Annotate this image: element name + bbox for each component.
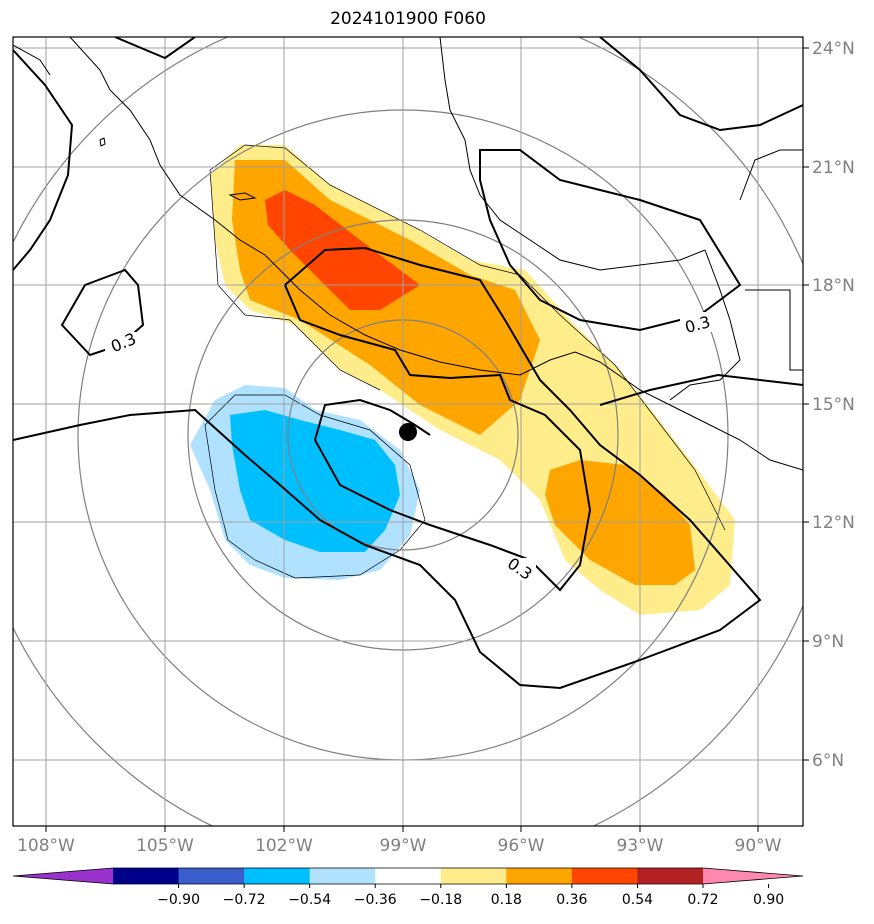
lon-label-102w: 102°W — [255, 836, 313, 856]
colorbar-tick-label: 0.54 — [622, 892, 653, 908]
thick-contour-northwest — [13, 49, 74, 271]
lat-label-15n: 15°N — [812, 395, 855, 415]
graticule — [13, 37, 803, 826]
range-rings — [13, 37, 803, 826]
colorbar-outline — [12, 867, 804, 885]
range-ring-4 — [13, 37, 803, 826]
central-america-coast — [599, 361, 803, 471]
colorbar-segment — [178, 868, 245, 884]
island-1 — [99, 137, 106, 147]
latitude-labels: 24°N 21°N 18°N 15°N 12°N 9°N 6°N — [812, 39, 855, 771]
negative-anomaly-blue-core — [230, 410, 400, 552]
island-2 — [228, 192, 257, 201]
lat-label-18n: 18°N — [812, 276, 855, 296]
thick-contour-inner-loop — [284, 284, 592, 592]
axis-ticks — [45, 47, 809, 832]
coastlines — [13, 37, 803, 471]
thin-contour-outline — [209, 144, 726, 531]
map-title: 2024101900 F060 — [330, 9, 486, 29]
longitude-labels: 108°W 105°W 102°W 99°W 96°W 93°W 90°W — [17, 836, 782, 856]
thick-contour-main-loop — [13, 246, 762, 690]
colorbar-segment — [571, 868, 638, 884]
lon-label-93w: 93°W — [617, 836, 664, 856]
shaded-anomaly-fields — [190, 144, 735, 615]
lon-label-96w: 96°W — [498, 836, 545, 856]
colorbar-tick-label: 0.18 — [491, 892, 522, 908]
thick-contour-north — [114, 37, 196, 60]
colorbar-segment — [309, 868, 376, 884]
lon-label-99w: 99°W — [380, 836, 427, 856]
thick-contour-west-ring — [60, 268, 145, 357]
lat-label-12n: 12°N — [812, 513, 855, 533]
contour-label-group: 0.3 0.3 0.3 — [105, 312, 716, 584]
colorbar-tick-label: 0.36 — [556, 892, 587, 908]
colorbar-extend-max — [703, 868, 803, 884]
baja-tip — [13, 44, 51, 76]
colorbar-segment — [375, 868, 442, 884]
storm-center-marker — [399, 423, 417, 441]
colorbar-segments — [12, 867, 804, 885]
lon-label-105w: 105°W — [136, 836, 194, 856]
colorbar: −0.90 −0.72 −0.54 −0.36 −0.18 0.18 0.36 0.54 0.7… — [12, 867, 804, 908]
colorbar-tick-label: 0.72 — [687, 892, 718, 908]
lat-label-24n: 24°N — [812, 39, 855, 59]
colorbar-segment — [440, 868, 507, 884]
colorbar-segment — [244, 868, 311, 884]
colorbar-tick-label: −0.90 — [157, 892, 200, 908]
colorbar-tick-label: −0.54 — [288, 892, 331, 908]
map-frame — [12, 36, 804, 827]
colorbar-segment — [637, 868, 704, 884]
map-panel: 0.3 0.3 0.3 108°W 105°W 102°W 99°W 96°W — [12, 36, 855, 856]
thick-contour-northeast — [599, 37, 803, 132]
lat-label-6n: 6°N — [812, 751, 844, 771]
mexico-pacific-coast — [69, 37, 601, 376]
colorbar-tick-label: 0.90 — [753, 892, 784, 908]
colorbar-tick-label: −0.18 — [419, 892, 462, 908]
gulf-of-mexico-coast — [439, 37, 741, 401]
colorbar-extend-min — [13, 868, 113, 884]
colorbar-segment — [506, 868, 573, 884]
lat-label-9n: 9°N — [812, 632, 844, 652]
lon-label-108w: 108°W — [17, 836, 75, 856]
lon-label-90w: 90°W — [735, 836, 782, 856]
yucatan-coast — [739, 149, 803, 371]
colorbar-tick-label: −0.72 — [223, 892, 266, 908]
colorbar-tick-label: −0.36 — [354, 892, 397, 908]
colorbar-ticks: −0.90 −0.72 −0.54 −0.36 −0.18 0.18 0.36 0.54 0.7… — [157, 884, 784, 908]
thin-contour-outline-blue — [204, 394, 426, 579]
lat-label-21n: 21°N — [812, 158, 855, 178]
thick-contour-southeast — [599, 373, 803, 406]
colorbar-segment — [113, 868, 180, 884]
